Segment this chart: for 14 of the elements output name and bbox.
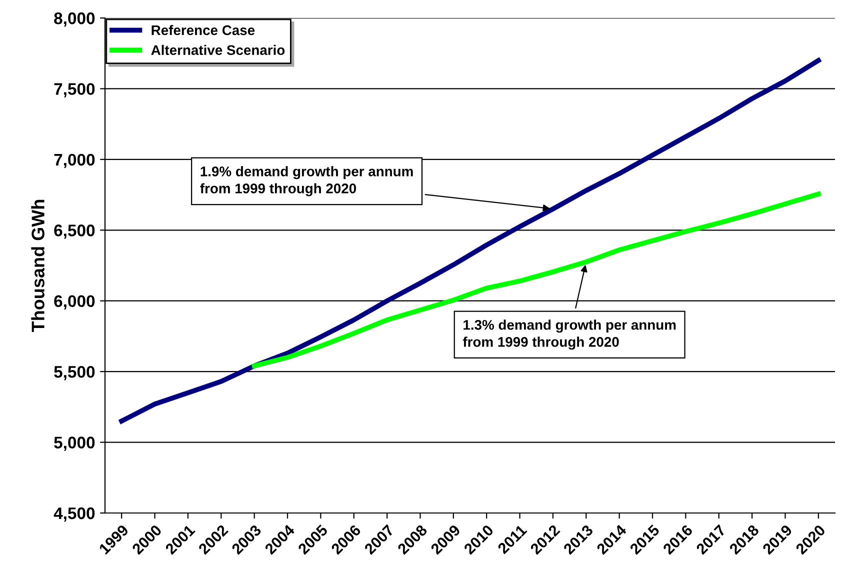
legend-label: Reference Case xyxy=(152,24,255,36)
annotation: 1.3% demand growth per annum from 1999 through 2020 xyxy=(462,320,676,350)
y-tick-label: 6,000 xyxy=(54,295,95,310)
y-tick-label: 7,500 xyxy=(54,83,95,98)
legend-label: Alternative Scenario xyxy=(151,44,285,56)
y-tick-label: 4,500 xyxy=(54,507,95,522)
y-tick-label: 8,000 xyxy=(54,12,95,27)
y-tick-label: 7,000 xyxy=(54,154,95,168)
line-series xyxy=(119,58,821,424)
y-tick-label: 5,000 xyxy=(54,436,95,451)
y-tick-label: 5,500 xyxy=(54,366,95,380)
y-axis-title: Thousand GWh xyxy=(31,200,44,332)
annotation: 1.9% demand growth per annum from 1999 through 2020 xyxy=(200,166,413,196)
y-tick-label: 6,500 xyxy=(54,224,95,239)
